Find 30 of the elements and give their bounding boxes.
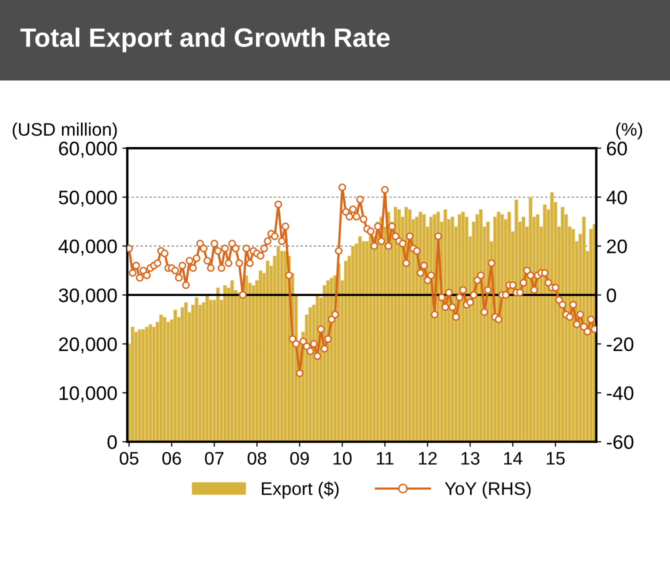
legend-label: YoY (RHS)	[444, 482, 531, 499]
y-axis-title: (USD million)	[12, 122, 117, 140]
x-tick-label: 07	[205, 452, 224, 465]
x-tick-label: 05	[120, 452, 138, 465]
x-tick-label: 14	[504, 452, 522, 465]
y2-tick-label: -60	[606, 435, 634, 449]
y-tick-label: 40,000	[58, 240, 117, 256]
x-tick-label: 15	[546, 452, 565, 465]
x-tick-label: 12	[418, 452, 437, 465]
y-tick-label: 20,000	[59, 337, 117, 354]
y2-tick-label: 60	[607, 142, 627, 156]
y-tick-label: 30,000	[58, 288, 117, 305]
y2-tick-label: 20	[607, 240, 627, 254]
y2-tick-label: 40	[606, 190, 627, 204]
y-tick-label: 60,000	[59, 142, 117, 158]
y-tick-label: 50,000	[58, 190, 117, 207]
y2-tick-label: -20	[606, 337, 634, 352]
x-tick-label: 11	[376, 452, 394, 465]
x-tick-label: 09	[290, 452, 309, 465]
y-tick-label: 0	[108, 435, 117, 449]
x-tick-label: 08	[248, 452, 266, 465]
y2-axis-title: (%)	[616, 122, 642, 140]
legend-label: Export ($)	[262, 481, 339, 499]
y2-tick-label: -40	[606, 386, 634, 400]
x-tick-label: 06	[162, 452, 181, 465]
chart-title: Total Export and Growth Rate	[20, 28, 390, 52]
y-tick-label: 10,000	[60, 386, 117, 402]
x-tick-label: 10	[334, 452, 352, 465]
y2-tick-label: 0	[606, 288, 616, 302]
x-tick-label: 13	[462, 452, 480, 465]
